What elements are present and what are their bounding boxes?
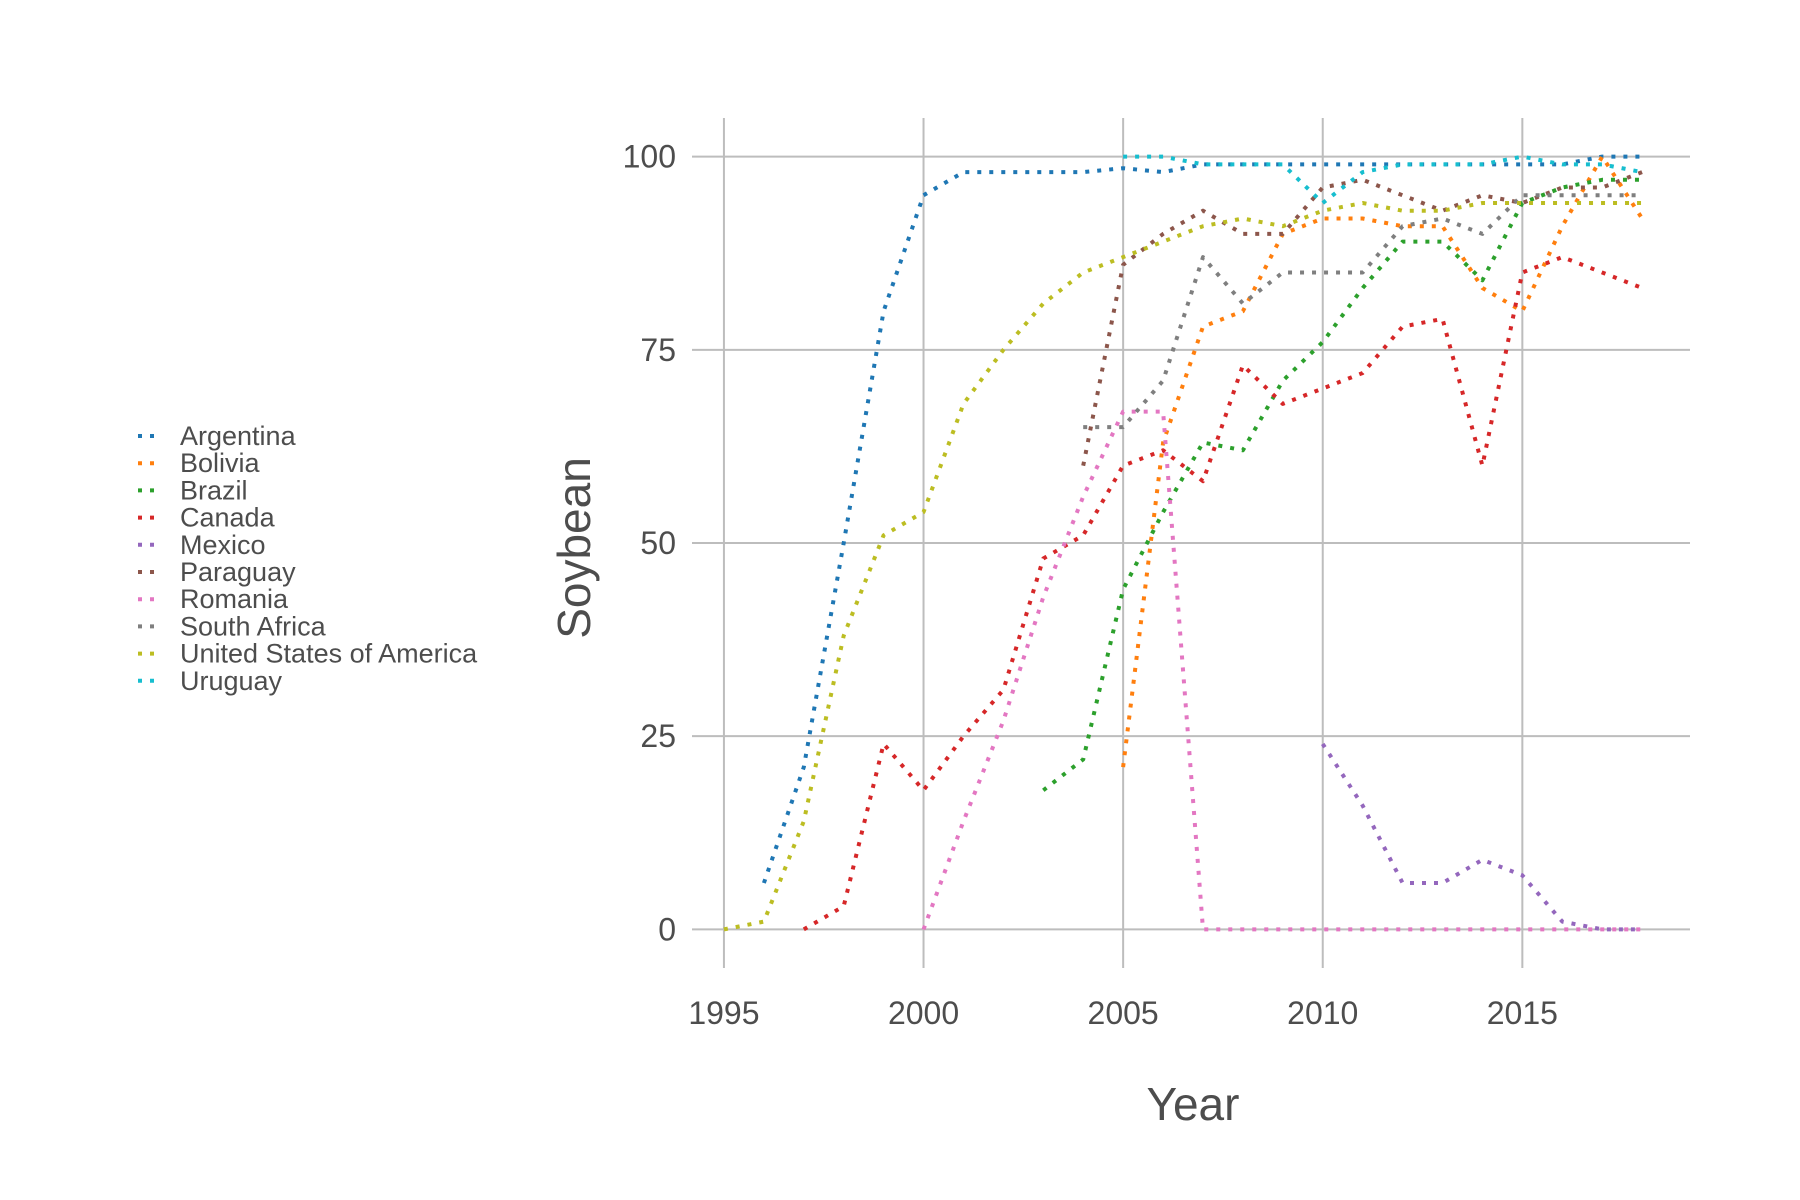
legend-item: Uruguay	[138, 666, 283, 696]
legend-label: Paraguay	[180, 557, 296, 587]
legend-label: Mexico	[180, 530, 266, 560]
legend-label: Uruguay	[180, 666, 283, 696]
series-line-paraguay	[1081, 170, 1643, 467]
x-axis-title: Year	[1147, 1078, 1240, 1130]
legend-label: Bolivia	[180, 448, 261, 478]
x-tick-label: 2010	[1287, 995, 1358, 1031]
legend-item: Mexico	[138, 530, 266, 560]
series-line-south-africa	[1083, 193, 1643, 430]
legend-item: United States of America	[138, 639, 478, 669]
y-tick-label: 100	[623, 139, 676, 175]
y-axis-title: Soybean	[548, 457, 600, 639]
legend-item: Argentina	[138, 421, 297, 451]
y-tick-label: 75	[640, 332, 676, 368]
legend-item: Canada	[138, 503, 276, 533]
series-line-canada	[802, 255, 1643, 932]
series-line-uruguay	[1123, 154, 1643, 205]
y-tick-label: 50	[640, 525, 676, 561]
gridlines	[692, 118, 1690, 968]
legend-item: Romania	[138, 584, 289, 614]
y-tick-label: 0	[658, 911, 676, 947]
x-tick-label: 2000	[888, 995, 959, 1031]
legend-label: Canada	[180, 503, 276, 533]
series-line-united-states-of-america	[723, 201, 1643, 932]
legend-item: Bolivia	[138, 448, 261, 478]
series-line-romania	[921, 409, 1643, 932]
series-lines	[723, 154, 1644, 932]
tick-labels: 0 25 50 75 100 1995 2000 2005 2010 2015	[623, 139, 1558, 1031]
legend-item: Brazil	[138, 475, 248, 505]
legend-label: Argentina	[180, 421, 297, 451]
y-tick-label: 25	[640, 718, 676, 754]
series-line-brazil	[1042, 177, 1643, 792]
legend: ArgentinaBoliviaBrazilCanadaMexicoParagu…	[138, 421, 478, 696]
x-tick-label: 2015	[1487, 995, 1558, 1031]
series-line-argentina	[762, 154, 1643, 884]
legend-item: South Africa	[138, 611, 327, 641]
x-tick-label: 2005	[1088, 995, 1159, 1031]
x-tick-label: 1995	[688, 995, 759, 1031]
legend-label: South Africa	[180, 611, 327, 641]
legend-label: United States of America	[180, 639, 478, 669]
legend-item: Paraguay	[138, 557, 296, 587]
legend-label: Brazil	[180, 475, 248, 505]
series-line-bolivia	[1121, 154, 1644, 768]
legend-label: Romania	[180, 584, 289, 614]
series-line-mexico	[1321, 742, 1643, 932]
